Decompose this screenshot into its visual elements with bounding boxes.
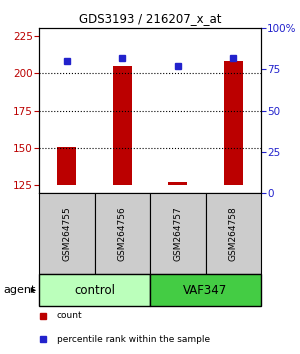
FancyBboxPatch shape [94,193,150,274]
FancyBboxPatch shape [150,193,206,274]
Bar [57,147,76,185]
Text: VAF347: VAF347 [183,284,228,297]
Bar [112,66,132,185]
Text: control: control [74,284,115,297]
Bar [168,182,188,185]
Text: GSM264755: GSM264755 [62,206,71,261]
Text: GDS3193 / 216207_x_at: GDS3193 / 216207_x_at [79,12,221,25]
FancyBboxPatch shape [39,274,150,306]
Text: GSM264757: GSM264757 [173,206,182,261]
Text: percentile rank within the sample: percentile rank within the sample [57,335,210,344]
Text: count: count [57,312,83,320]
Bar [224,61,243,185]
FancyBboxPatch shape [150,274,261,306]
Text: GSM264758: GSM264758 [229,206,238,261]
FancyBboxPatch shape [39,193,94,274]
Text: GSM264756: GSM264756 [118,206,127,261]
Text: agent: agent [3,285,35,295]
FancyBboxPatch shape [206,193,261,274]
